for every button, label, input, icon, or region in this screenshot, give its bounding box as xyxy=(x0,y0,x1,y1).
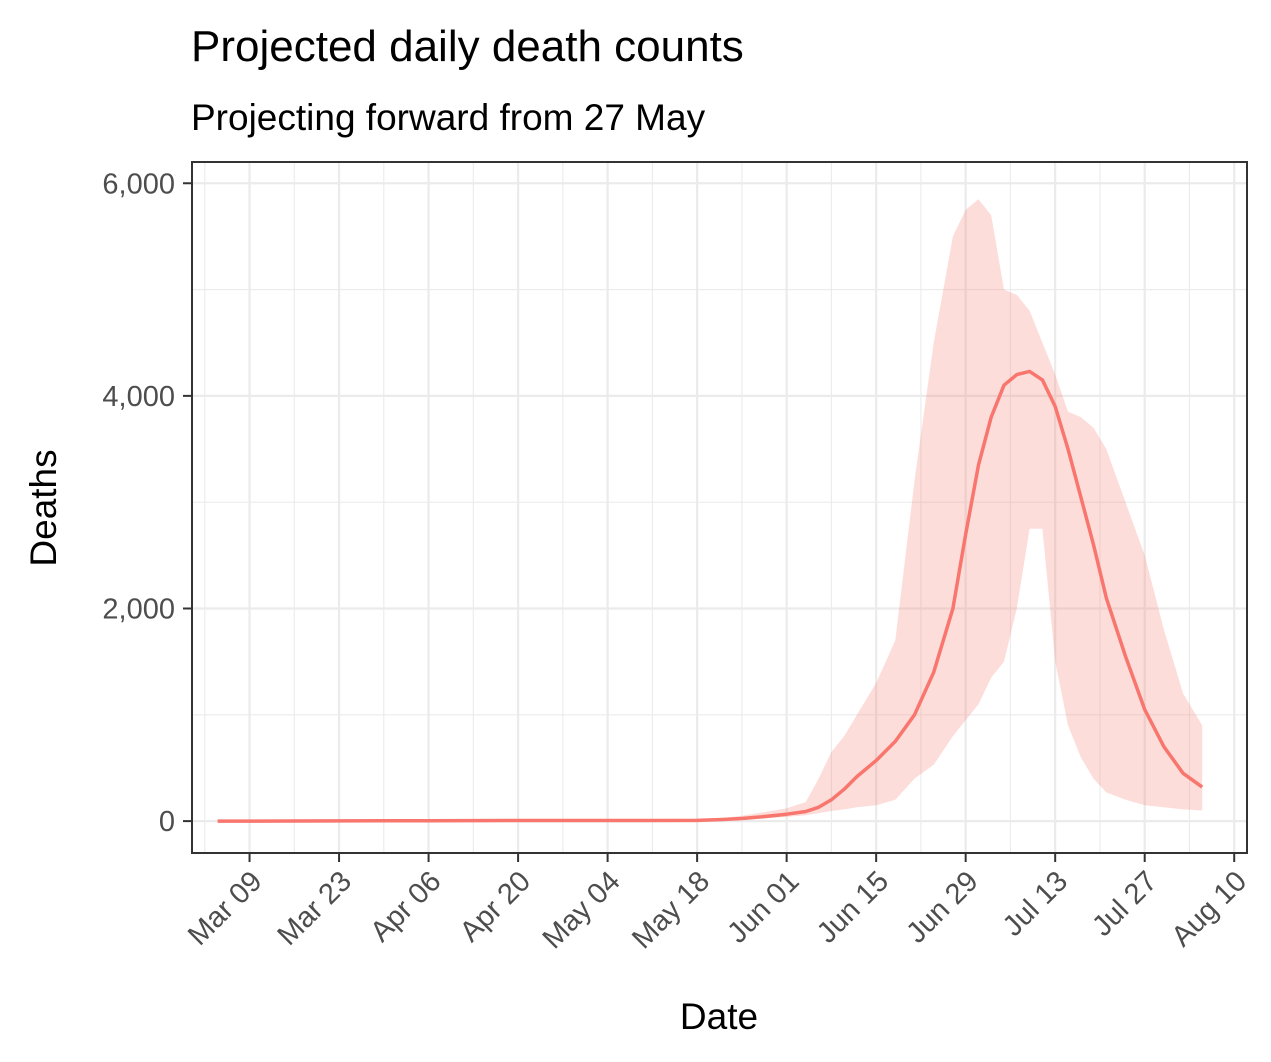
x-tick-label: Jun 15 xyxy=(811,865,895,949)
major-gridlines xyxy=(192,162,1247,853)
y-tick-label: 4,000 xyxy=(102,381,175,413)
x-tick-label: Apr 06 xyxy=(364,865,447,948)
y-tick-label: 2,000 xyxy=(102,593,175,625)
series-layer xyxy=(217,199,1204,823)
x-tick-label: Apr 20 xyxy=(454,865,537,948)
x-tick-label: Jun 01 xyxy=(721,865,805,949)
x-tick-label: May 18 xyxy=(626,865,716,955)
x-tick-label: May 04 xyxy=(537,865,627,955)
x-tick-label: Jul 13 xyxy=(997,865,1074,942)
x-tick-label: Aug 10 xyxy=(1166,865,1254,953)
x-tick-label: Mar 09 xyxy=(182,865,268,951)
y-tick-label: 0 xyxy=(159,806,175,838)
x-axis-title: Date xyxy=(680,996,758,1037)
x-tick-label: Jun 29 xyxy=(900,865,984,949)
x-tick-label: Mar 23 xyxy=(272,865,358,951)
y-axis: 0 2,000 4,000 6,000 xyxy=(102,168,192,838)
minor-gridlines xyxy=(192,162,1247,853)
uncertainty-ribbon xyxy=(217,199,1203,822)
x-axis: Mar 09 Mar 23 Apr 06 Apr 20 May 04 May 18 Jun … xyxy=(182,853,1253,955)
chart-subtitle: Projecting forward from 27 May xyxy=(191,97,706,138)
plot-panel-border xyxy=(191,161,1248,854)
x-tick-label: Jul 27 xyxy=(1086,865,1163,942)
y-tick-label: 6,000 xyxy=(102,168,175,200)
series-line xyxy=(217,369,1204,823)
y-axis-title: Deaths xyxy=(23,449,64,566)
chart-title: Projected daily death counts xyxy=(191,22,744,71)
